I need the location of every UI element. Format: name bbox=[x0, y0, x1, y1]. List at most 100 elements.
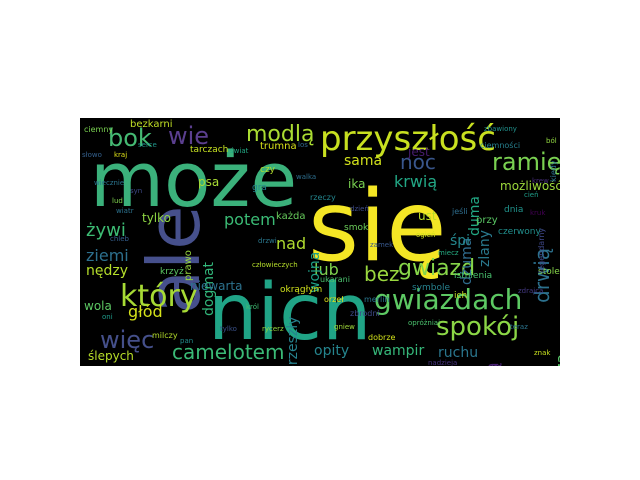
cloud-word: żywi bbox=[86, 220, 126, 241]
cloud-word: legendarny bbox=[537, 227, 546, 273]
cloud-word: syn bbox=[130, 187, 143, 195]
cloud-word: wola bbox=[84, 299, 112, 313]
cloud-word: który bbox=[120, 279, 198, 314]
cloud-word: wiecznie bbox=[94, 179, 125, 187]
cloud-word: nadzieja bbox=[428, 359, 458, 367]
cloud-word: wiatr bbox=[116, 207, 134, 215]
cloud-word: może bbox=[90, 135, 298, 224]
cloud-word: gra bbox=[252, 183, 267, 193]
cloud-word: lub bbox=[314, 260, 339, 279]
cloud-word: więc bbox=[100, 326, 155, 354]
cloud-word: symbole bbox=[412, 283, 451, 293]
cloud-word: ich bbox=[454, 291, 468, 301]
cloud-word: krew bbox=[532, 177, 549, 185]
cloud-word: opity bbox=[314, 343, 350, 359]
cloud-word: jest bbox=[408, 145, 430, 159]
cloud-word: los bbox=[298, 141, 308, 149]
cloud-word: tylko bbox=[142, 211, 172, 225]
cloud-word: orzeł bbox=[324, 295, 344, 304]
cloud-word: walka bbox=[296, 173, 317, 181]
cloud-word: każda bbox=[276, 211, 306, 222]
cloud-word: drzwi bbox=[258, 237, 277, 245]
cloud-word: noc bbox=[400, 150, 436, 174]
cloud-word: ogień bbox=[416, 231, 436, 239]
cloud-word: jeśli bbox=[452, 207, 468, 216]
cloud-word: teraz bbox=[510, 323, 528, 331]
cloud-word: ból bbox=[546, 137, 557, 145]
cloud-word: sama bbox=[344, 153, 383, 169]
cloud-word: prawo bbox=[183, 250, 194, 281]
cloud-word: ciemności bbox=[480, 141, 521, 150]
cloud-word: istnienia bbox=[454, 271, 493, 281]
cloud-word: serce bbox=[138, 141, 157, 149]
cloud-word: bezkarni bbox=[130, 119, 173, 130]
cloud-word: krwią bbox=[394, 172, 438, 191]
cloud-word: głód bbox=[128, 302, 163, 321]
cloud-word: chleb bbox=[110, 235, 129, 243]
cloud-word: słowo bbox=[82, 151, 102, 159]
cloud-word: smok bbox=[344, 223, 369, 233]
cloud-word: śpi bbox=[450, 233, 471, 249]
cloud-word: przy bbox=[476, 215, 498, 226]
cloud-word: dzień bbox=[350, 205, 369, 213]
cloud-word: czerwony bbox=[498, 227, 541, 237]
cloud-word: ruchu bbox=[438, 345, 479, 361]
cloud-word: nędza bbox=[552, 354, 560, 366]
cloud-word: trumna bbox=[260, 141, 297, 152]
cloud-word: gniew bbox=[334, 323, 355, 331]
cloud-word: camelotem bbox=[172, 340, 285, 364]
cloud-word: zdrajca bbox=[518, 287, 544, 295]
cloud-word: spokój bbox=[436, 312, 520, 342]
cloud-word: ludzką bbox=[482, 362, 503, 366]
cloud-word: ika bbox=[348, 177, 366, 191]
cloud-word: wampir bbox=[372, 343, 425, 359]
cloud-word: zbrodni bbox=[350, 309, 380, 318]
cloud-word: ciemny bbox=[84, 125, 114, 134]
cloud-word: tylko bbox=[220, 325, 237, 333]
cloud-word: człowieczych bbox=[252, 261, 298, 269]
cloud-word: ust bbox=[418, 209, 437, 223]
cloud-word: kiedy bbox=[549, 160, 558, 182]
cloud-word: król bbox=[246, 303, 260, 311]
cloud-word: ramię bbox=[492, 148, 560, 176]
word-cloud: może się ale nich przyszłość który gwiazdach sp… bbox=[80, 118, 560, 366]
cloud-word: opróżniaj bbox=[408, 319, 441, 327]
cloud-word: stole bbox=[538, 267, 560, 277]
cloud-word: dnia bbox=[504, 205, 524, 215]
cloud-word: przeszły bbox=[285, 316, 301, 366]
cloud-word: merlin bbox=[364, 295, 390, 304]
cloud-word: potem bbox=[224, 210, 276, 229]
cloud-word: znak bbox=[534, 349, 551, 357]
cloud-word: nich bbox=[208, 268, 372, 358]
cloud-word: kruk bbox=[530, 209, 546, 217]
cloud-word: tarczach bbox=[190, 145, 229, 155]
cloud-word: lud bbox=[112, 197, 123, 205]
cloud-word: przyszłość bbox=[320, 119, 496, 159]
cloud-word: ukarani bbox=[320, 275, 350, 284]
cloud-word: ziemi bbox=[86, 246, 129, 265]
cloud-word: czy bbox=[260, 165, 275, 175]
cloud-word: miecz bbox=[438, 249, 459, 257]
cloud-word: zbawiony bbox=[484, 125, 517, 133]
cloud-word: modlą bbox=[246, 122, 315, 147]
cloud-word: krzyż bbox=[160, 267, 184, 277]
cloud-word: nad bbox=[276, 234, 307, 253]
cloud-word: oni bbox=[102, 313, 113, 321]
cloud-word: ślepych bbox=[88, 349, 134, 363]
cloud-word: zamek bbox=[370, 241, 394, 249]
cloud-word: rzeczy bbox=[310, 193, 336, 202]
cloud-word: gwiazdach bbox=[374, 283, 523, 316]
cloud-word: się bbox=[308, 170, 447, 284]
cloud-word: bez bbox=[364, 262, 400, 286]
cloud-word: możliwość bbox=[500, 179, 560, 193]
cloud-word: rycerz bbox=[262, 325, 284, 333]
cloud-word: dobrze bbox=[368, 333, 396, 342]
cloud-word: cień bbox=[524, 191, 539, 199]
cloud-word: milczy bbox=[152, 331, 178, 340]
cloud-word: świat bbox=[230, 147, 249, 155]
cloud-word: niewarta bbox=[190, 279, 243, 293]
cloud-word: pan bbox=[180, 337, 194, 345]
cloud-word: bok bbox=[108, 124, 152, 152]
cloud-word: okrągłym bbox=[280, 285, 323, 295]
cloud-word: wie bbox=[168, 122, 210, 150]
